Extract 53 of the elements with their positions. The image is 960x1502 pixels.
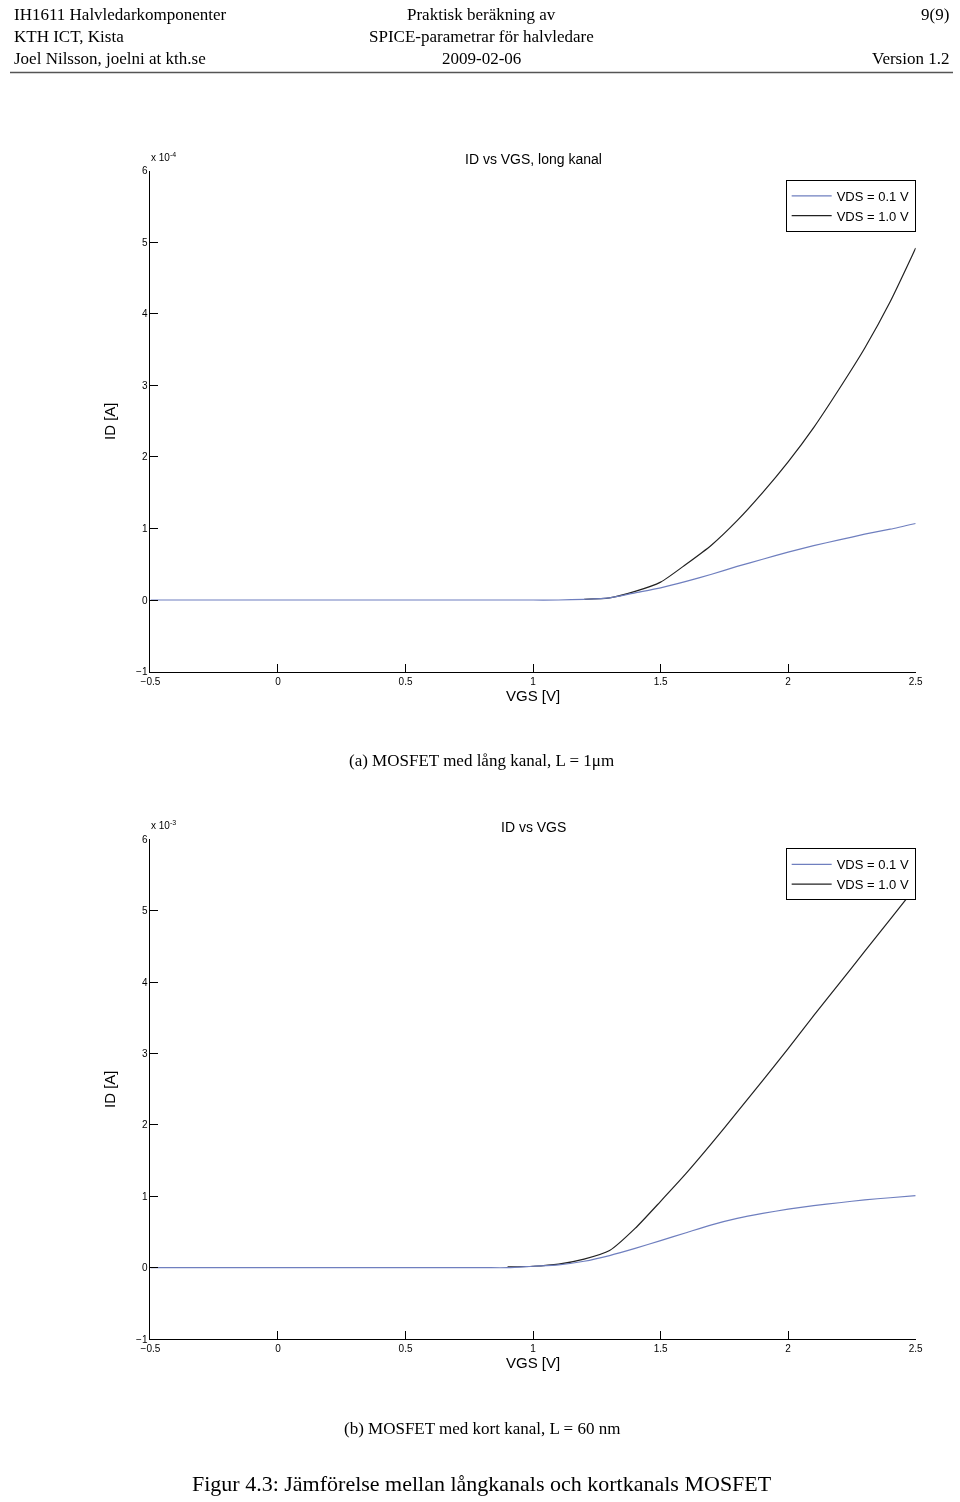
y-tick-label: 3 bbox=[141, 1048, 148, 1060]
y-axis-title: ID [A] bbox=[101, 402, 119, 440]
y-tick-label: 6 bbox=[141, 165, 148, 177]
y-tick-label: 0 bbox=[141, 594, 148, 606]
x-tick-label: 0 bbox=[275, 675, 282, 687]
legend-label: VDS = 1.0 V bbox=[836, 877, 909, 893]
y-axis-title: ID [A] bbox=[101, 1070, 119, 1108]
y-tick-label: −1 bbox=[136, 1333, 148, 1345]
text: IH1611 Halvledarkomponenter bbox=[14, 5, 227, 24]
x-tick-label: 2.5 bbox=[908, 675, 924, 687]
x-axis-title: VGS [V] bbox=[505, 1354, 561, 1372]
y-tick-label: 4 bbox=[141, 308, 148, 320]
text: Praktisk beräkning av bbox=[407, 5, 556, 24]
text: (b) MOSFET med kort kanal, L = 60 nm bbox=[344, 1419, 621, 1438]
x-tick-label: −0.5 bbox=[140, 1343, 161, 1355]
y-tick-label: 5 bbox=[141, 905, 148, 917]
legend-label: VDS = 1.0 V bbox=[836, 208, 909, 224]
text: x 10$^{-3}$ bbox=[151, 819, 177, 832]
text: 9(9) bbox=[921, 5, 950, 24]
x-tick-label: −0.5 bbox=[140, 675, 161, 687]
x-tick-label: 0.5 bbox=[398, 675, 413, 687]
x-tick-label: 0.5 bbox=[398, 1343, 413, 1355]
y-tick-label: 2 bbox=[141, 451, 148, 463]
text: KTH ICT, Kista bbox=[14, 27, 125, 46]
x-tick-label: 1 bbox=[530, 1343, 537, 1355]
text: Figur 4.3: Jämförelse mellan långkanals och kortkanals MOSFET bbox=[192, 1471, 772, 1496]
x-tick-label: 1.5 bbox=[653, 675, 668, 687]
chart-title: ID vs VGS bbox=[501, 819, 567, 835]
legend-label: VDS = 0.1 V bbox=[836, 188, 909, 204]
x-tick-label: 1.5 bbox=[653, 1343, 668, 1355]
text: Joel Nilsson, joelni at kth.se bbox=[14, 49, 206, 68]
x-tick-label: 1 bbox=[530, 675, 537, 687]
x-tick-label: 2.5 bbox=[908, 1343, 924, 1355]
text: SPICE-parametrar för halvledare bbox=[369, 27, 594, 46]
y-tick-label: 3 bbox=[141, 379, 148, 391]
y-tick-label: 0 bbox=[141, 1262, 148, 1274]
y-tick-label: 1 bbox=[141, 1190, 148, 1202]
y-tick-label: 1 bbox=[141, 522, 148, 534]
text: (a) MOSFET med lång kanal, L = 1μm bbox=[349, 751, 615, 770]
x-tick-label: 2 bbox=[785, 1343, 792, 1355]
x-tick-label: 2 bbox=[785, 675, 792, 687]
x-axis-title: VGS [V] bbox=[505, 686, 561, 704]
y-tick-label: 6 bbox=[141, 833, 148, 845]
text: x 10$^{-4}$ bbox=[151, 151, 177, 164]
chart-title: ID vs VGS, long kanal bbox=[465, 151, 602, 167]
legend-label: VDS = 0.1 V bbox=[836, 857, 909, 873]
y-tick-label: 5 bbox=[141, 236, 148, 248]
text: 2009-02-06 bbox=[442, 49, 522, 68]
y-tick-label: 2 bbox=[141, 1119, 148, 1131]
x-tick-label: 0 bbox=[275, 1343, 282, 1355]
y-tick-label: 4 bbox=[141, 976, 148, 988]
y-tick-label: −1 bbox=[136, 666, 148, 678]
text: Version 1.2 bbox=[872, 49, 950, 68]
